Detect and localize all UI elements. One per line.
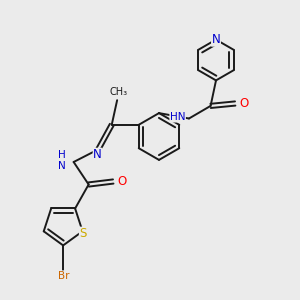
Text: Br: Br <box>58 271 70 281</box>
Text: O: O <box>239 97 248 110</box>
Text: HN: HN <box>170 112 185 122</box>
Text: CH₃: CH₃ <box>110 87 128 97</box>
Text: O: O <box>117 175 126 188</box>
Text: N: N <box>93 148 102 161</box>
Text: H
N: H N <box>58 150 66 171</box>
Text: N: N <box>212 33 220 46</box>
Text: S: S <box>80 227 87 240</box>
